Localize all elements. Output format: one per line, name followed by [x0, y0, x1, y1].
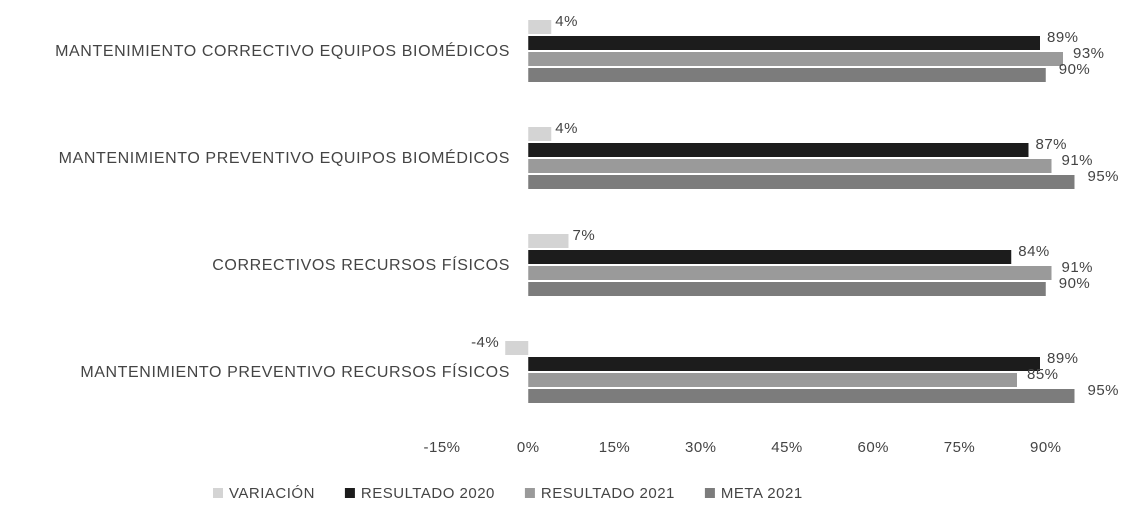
- data-label: 85%: [1027, 366, 1059, 383]
- x-tick-label: 30%: [685, 439, 717, 456]
- x-tick-label: -15%: [423, 439, 460, 456]
- bar: [528, 389, 1075, 403]
- bar: [528, 282, 1046, 296]
- category-label: MANTENIMIENTO PREVENTIVO RECURSOS FÍSICO…: [80, 364, 510, 381]
- bar: [528, 175, 1075, 189]
- category-label: MANTENIMIENTO CORRECTIVO EQUIPOS BIOMÉDI…: [55, 43, 510, 60]
- legend-swatch: [344, 488, 355, 498]
- legend-swatch: [704, 488, 715, 498]
- bar: [505, 341, 529, 355]
- data-label: 93%: [1073, 45, 1105, 62]
- bar: [528, 68, 1046, 82]
- bar: [528, 127, 552, 141]
- bar: [528, 159, 1052, 173]
- bar: [528, 266, 1052, 280]
- legend-swatch: [524, 488, 535, 498]
- bar: [528, 373, 1017, 387]
- category-label: MANTENIMIENTO PREVENTIVO EQUIPOS BIOMÉDI…: [58, 150, 510, 167]
- data-label: 89%: [1047, 350, 1079, 367]
- data-label: 95%: [1088, 168, 1120, 185]
- x-tick-label: 90%: [1030, 439, 1062, 456]
- legend-label: RESULTADO 2020: [361, 485, 495, 502]
- x-tick-label: 45%: [771, 439, 803, 456]
- data-label: 91%: [1062, 152, 1094, 169]
- data-label: 91%: [1062, 259, 1094, 276]
- data-label: 87%: [1036, 136, 1068, 153]
- bar: [528, 357, 1040, 371]
- data-label: 89%: [1047, 29, 1079, 46]
- data-label: 95%: [1088, 382, 1120, 399]
- data-label: 4%: [555, 120, 578, 137]
- legend-label: RESULTADO 2021: [541, 485, 675, 502]
- bar: [528, 250, 1012, 264]
- data-label: 84%: [1018, 243, 1050, 260]
- bar: [528, 20, 552, 34]
- x-tick-label: 15%: [599, 439, 631, 456]
- bar: [528, 36, 1040, 50]
- data-label: -4%: [471, 334, 499, 351]
- data-label: 7%: [573, 227, 596, 244]
- bar: [528, 52, 1063, 66]
- data-label: 4%: [555, 13, 578, 30]
- bar: [528, 143, 1029, 157]
- x-tick-label: 60%: [857, 439, 889, 456]
- category-label: CORRECTIVOS RECURSOS FÍSICOS: [212, 257, 510, 274]
- x-tick-label: 75%: [944, 439, 976, 456]
- x-tick-label: 0%: [517, 439, 540, 456]
- legend-label: VARIACIÓN: [229, 485, 315, 502]
- legend-label: META 2021: [721, 485, 803, 502]
- legend-swatch: [213, 488, 223, 498]
- data-label: 90%: [1059, 275, 1091, 292]
- data-label: 90%: [1059, 61, 1091, 78]
- bar: [528, 234, 569, 248]
